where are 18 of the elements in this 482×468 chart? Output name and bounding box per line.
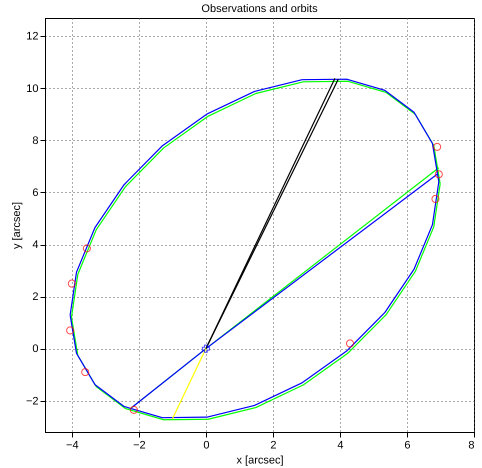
y-axis-title: y [arcsec] <box>10 202 23 250</box>
y-tick-label: 8 <box>32 134 38 147</box>
y-tick-label: 0 <box>32 343 38 356</box>
y-tick-label: 2 <box>32 291 38 304</box>
x-tick-label: 8 <box>468 440 474 452</box>
y-tick-label: 6 <box>32 186 38 199</box>
x-tick-label: 2 <box>270 440 276 452</box>
x-tick-label: −2 <box>133 440 146 452</box>
y-tick-label: 10 <box>26 82 38 95</box>
x-tick-label: 0 <box>203 440 210 452</box>
y-tick-label: 4 <box>32 239 38 252</box>
y-tick-label: −2 <box>26 395 38 408</box>
y-tick-label: 12 <box>26 30 38 43</box>
chart-title: Observations and orbits <box>201 3 318 15</box>
x-tick-label: 6 <box>404 440 411 452</box>
x-axis-title: x [arcsec] <box>236 454 284 466</box>
x-tick-label: 4 <box>337 440 344 452</box>
x-tick-label: −4 <box>66 440 79 452</box>
